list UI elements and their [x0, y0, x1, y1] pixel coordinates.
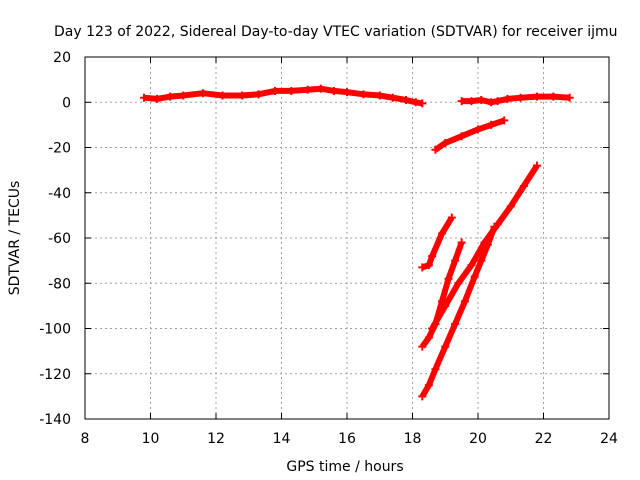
data-point — [401, 95, 410, 104]
series-line-7 — [429, 163, 540, 331]
data-point — [287, 86, 296, 95]
data-point — [424, 381, 433, 390]
data-point — [428, 252, 437, 261]
data-point — [532, 161, 541, 170]
data-point — [424, 333, 433, 342]
x-tick-label: 20 — [469, 431, 487, 447]
data-point — [500, 116, 509, 125]
data-point — [428, 324, 437, 333]
data-point — [493, 220, 502, 229]
data-point — [460, 297, 469, 306]
data-point — [477, 256, 486, 265]
data-point — [238, 91, 247, 100]
x-tick-label: 8 — [81, 431, 90, 447]
data-point — [467, 261, 476, 270]
data-point — [457, 238, 466, 247]
data-point — [359, 90, 368, 99]
data-point — [444, 274, 453, 283]
data-point — [411, 98, 420, 107]
y-tick-label: 20 — [53, 50, 71, 66]
data-point — [451, 256, 460, 265]
data-point — [375, 91, 384, 100]
data-point — [316, 84, 325, 93]
data-point — [441, 138, 450, 147]
y-tick-label: -20 — [48, 141, 71, 157]
data-point — [480, 238, 489, 247]
x-tick-label: 22 — [535, 431, 553, 447]
x-tick-label: 12 — [207, 431, 225, 447]
data-point — [254, 90, 263, 99]
data-point — [451, 319, 460, 328]
x-tick-label: 14 — [273, 431, 291, 447]
data-point — [487, 98, 496, 107]
data-point — [418, 263, 427, 272]
data-point — [565, 93, 574, 102]
series-line-6 — [419, 225, 498, 398]
data-point — [506, 202, 515, 211]
series-line-4 — [421, 216, 455, 271]
data-point — [139, 93, 148, 102]
data-point — [457, 132, 466, 141]
data-point — [153, 94, 162, 103]
grid — [85, 57, 609, 419]
axis-ticks: 8 10 12 14 16 18 20 22 24 -140 -120 -100 -80 -60 -40 -2… — [39, 50, 618, 447]
data-point — [431, 365, 440, 374]
data-point — [166, 92, 175, 101]
data-point — [532, 92, 541, 101]
x-tick-label: 10 — [142, 431, 160, 447]
data-point — [503, 94, 512, 103]
data-point — [431, 145, 440, 154]
data-point — [467, 97, 476, 106]
data-point — [418, 99, 427, 108]
data-point — [424, 261, 433, 270]
y-tick-label: -80 — [48, 276, 71, 292]
data-point — [437, 229, 446, 238]
chart-title: Day 123 of 2022, Sidereal Day-to-day VTE… — [54, 24, 618, 40]
y-tick-label: -140 — [39, 412, 71, 428]
x-tick-label: 18 — [404, 431, 422, 447]
data-point — [329, 86, 338, 95]
data-point — [179, 91, 188, 100]
series-group — [139, 84, 574, 401]
data-point — [447, 213, 456, 222]
data-point — [470, 272, 479, 281]
data-point — [516, 93, 525, 102]
y-tick-label: -40 — [48, 186, 71, 202]
data-point — [519, 181, 528, 190]
data-point — [270, 86, 279, 95]
data-point — [487, 120, 496, 129]
y-tick-label: -100 — [39, 322, 71, 338]
data-point — [493, 97, 502, 106]
data-point — [198, 89, 207, 98]
data-point — [477, 95, 486, 104]
data-point — [343, 88, 351, 97]
y-tick-label: -120 — [39, 367, 71, 383]
data-point — [549, 92, 558, 101]
data-point — [418, 342, 427, 351]
data-point — [441, 301, 450, 310]
data-point — [303, 85, 312, 94]
data-point — [454, 279, 463, 288]
series-line-2 — [461, 93, 570, 106]
y-tick-label: -60 — [48, 231, 71, 247]
data-point — [474, 125, 482, 134]
x-tick-label: 16 — [338, 431, 356, 447]
data-point — [388, 93, 397, 102]
data-point — [218, 91, 227, 100]
y-axis-label: SDTVAR / TECUs — [7, 181, 23, 296]
data-point — [418, 392, 427, 401]
x-tick-label: 24 — [600, 431, 618, 447]
data-point — [457, 97, 466, 106]
x-axis-label: GPS time / hours — [286, 459, 403, 475]
data-point — [441, 342, 450, 351]
y-tick-label: 0 — [62, 95, 71, 111]
